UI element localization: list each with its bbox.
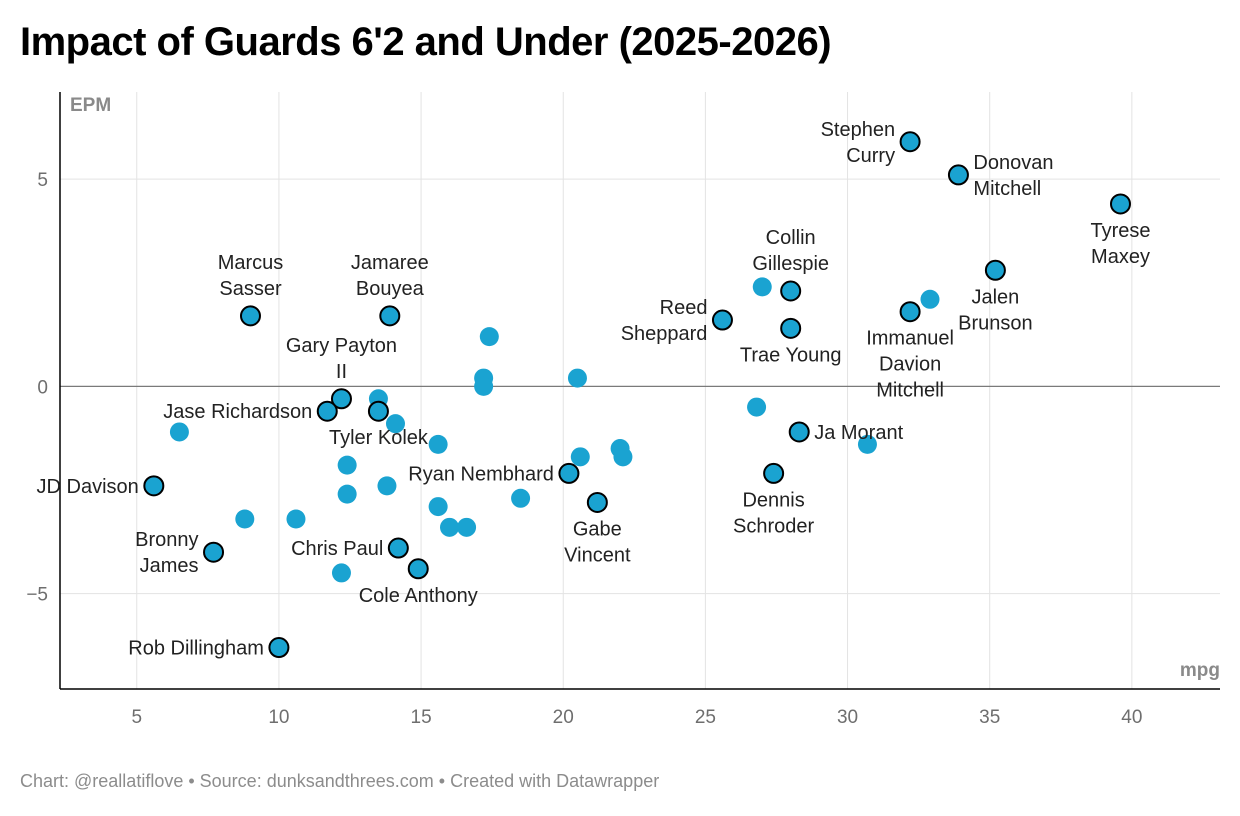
point-label: Tyrese Maxey [1090,220,1150,268]
data-point-highlighted [143,475,165,497]
data-point [479,327,499,347]
data-point-highlighted [268,637,290,659]
x-tick-label: 10 [268,707,289,728]
data-point [511,488,531,508]
data-point [428,497,448,517]
footer-source[interactable]: Source: dunksandthrees.com [199,771,434,791]
point-label: Marcus Sasser [218,252,284,300]
y-tick-label: 5 [37,170,48,191]
data-point [331,563,351,583]
x-tick-label: 30 [837,707,858,728]
data-point [337,455,357,475]
data-point-highlighted [780,280,802,302]
data-point-highlighted [763,462,785,484]
data-point [474,376,494,396]
y-axis-title: EPM [70,95,111,116]
data-point-highlighted [780,317,802,339]
footer-credit[interactable]: Chart: @reallatiflove [20,771,184,791]
data-point [752,277,772,297]
x-tick-label: 15 [411,707,432,728]
point-label: Cole Anthony [359,585,478,607]
point-label: Gabe Vincent [564,518,631,566]
data-point-highlighted [947,164,969,186]
point-label: Ryan Nembhard [408,463,554,485]
data-point-highlighted [203,541,225,563]
data-point [428,434,448,454]
data-point-highlighted [586,491,608,513]
point-label: Tyler Kolek [329,427,429,449]
scatter-chart: EPM mpg 5 10 15 20 25 30 35 40 −5 0 5 Stephen Curry D… [26,92,1220,728]
point-label: Reed Sheppard [621,297,708,345]
data-point-highlighted [788,421,810,443]
data-point-highlighted [711,309,733,331]
y-tick-label: 0 [37,377,48,398]
data-points [143,131,1131,659]
x-tick-label: 20 [553,707,574,728]
point-label: Ja Morant [814,422,903,444]
point-label: Donovan Mitchell [973,152,1053,200]
point-label: Jalen Brunson [958,286,1033,334]
data-point-highlighted [330,388,352,410]
point-label: Jamaree Bouyea [351,252,429,300]
data-point-highlighted [984,259,1006,281]
data-point-highlighted [316,400,338,422]
axes: EPM mpg [59,92,1220,690]
data-point [920,289,940,309]
data-point-highlighted [1109,193,1131,215]
point-label: Bronny James [135,529,198,577]
footer-separator: • [433,771,451,791]
data-point-highlighted [558,462,580,484]
footer-separator: • [183,771,200,791]
tick-labels: 5 10 15 20 25 30 35 40 −5 0 5 [26,170,1142,728]
data-point-highlighted [387,537,409,559]
point-label: Gary Payton II [286,335,397,383]
x-axis-title: mpg [1180,660,1220,681]
point-label: Rob Dillingham [128,638,264,660]
data-point [385,414,405,434]
footer-tool[interactable]: Created with Datawrapper [450,771,660,791]
data-point-highlighted [367,400,389,422]
data-point [570,447,590,467]
x-tick-label: 35 [979,707,1000,728]
x-tick-label: 40 [1121,707,1142,728]
data-point-highlighted [239,305,261,327]
data-point [377,476,397,496]
data-point [567,368,587,388]
point-label: Immanuel Davion Mitchell [866,328,954,402]
point-labels: Stephen Curry Donovan Mitchell Tyrese Maxey Ja… [37,119,1151,660]
point-label: JD Davison [37,476,139,498]
data-point [235,509,255,529]
point-label: Jase Richardson [163,401,312,423]
y-tick-label: −5 [26,585,48,606]
data-point-highlighted [899,131,921,153]
x-tick-label: 5 [131,707,142,728]
point-label: Chris Paul [291,538,383,560]
point-label: Trae Young [740,344,842,366]
x-tick-label: 25 [695,707,716,728]
data-point [169,422,189,442]
point-label: Dennis Schroder [733,489,814,537]
point-label: Collin Gillespie [752,227,829,275]
chart-title: Impact of Guards 6'2 and Under (2025-202… [20,20,832,64]
chart-footer: Chart: @reallatiflove • Source: dunksand… [20,771,659,792]
data-point [440,517,460,537]
data-point [857,434,877,454]
data-point [337,484,357,504]
data-point [457,517,477,537]
data-point-highlighted [407,558,429,580]
data-point [747,397,767,417]
point-label: Stephen Curry [821,119,896,167]
gridlines [60,92,1220,689]
data-point-highlighted [379,305,401,327]
data-point-highlighted [899,301,921,323]
data-point [613,447,633,467]
data-point [286,509,306,529]
